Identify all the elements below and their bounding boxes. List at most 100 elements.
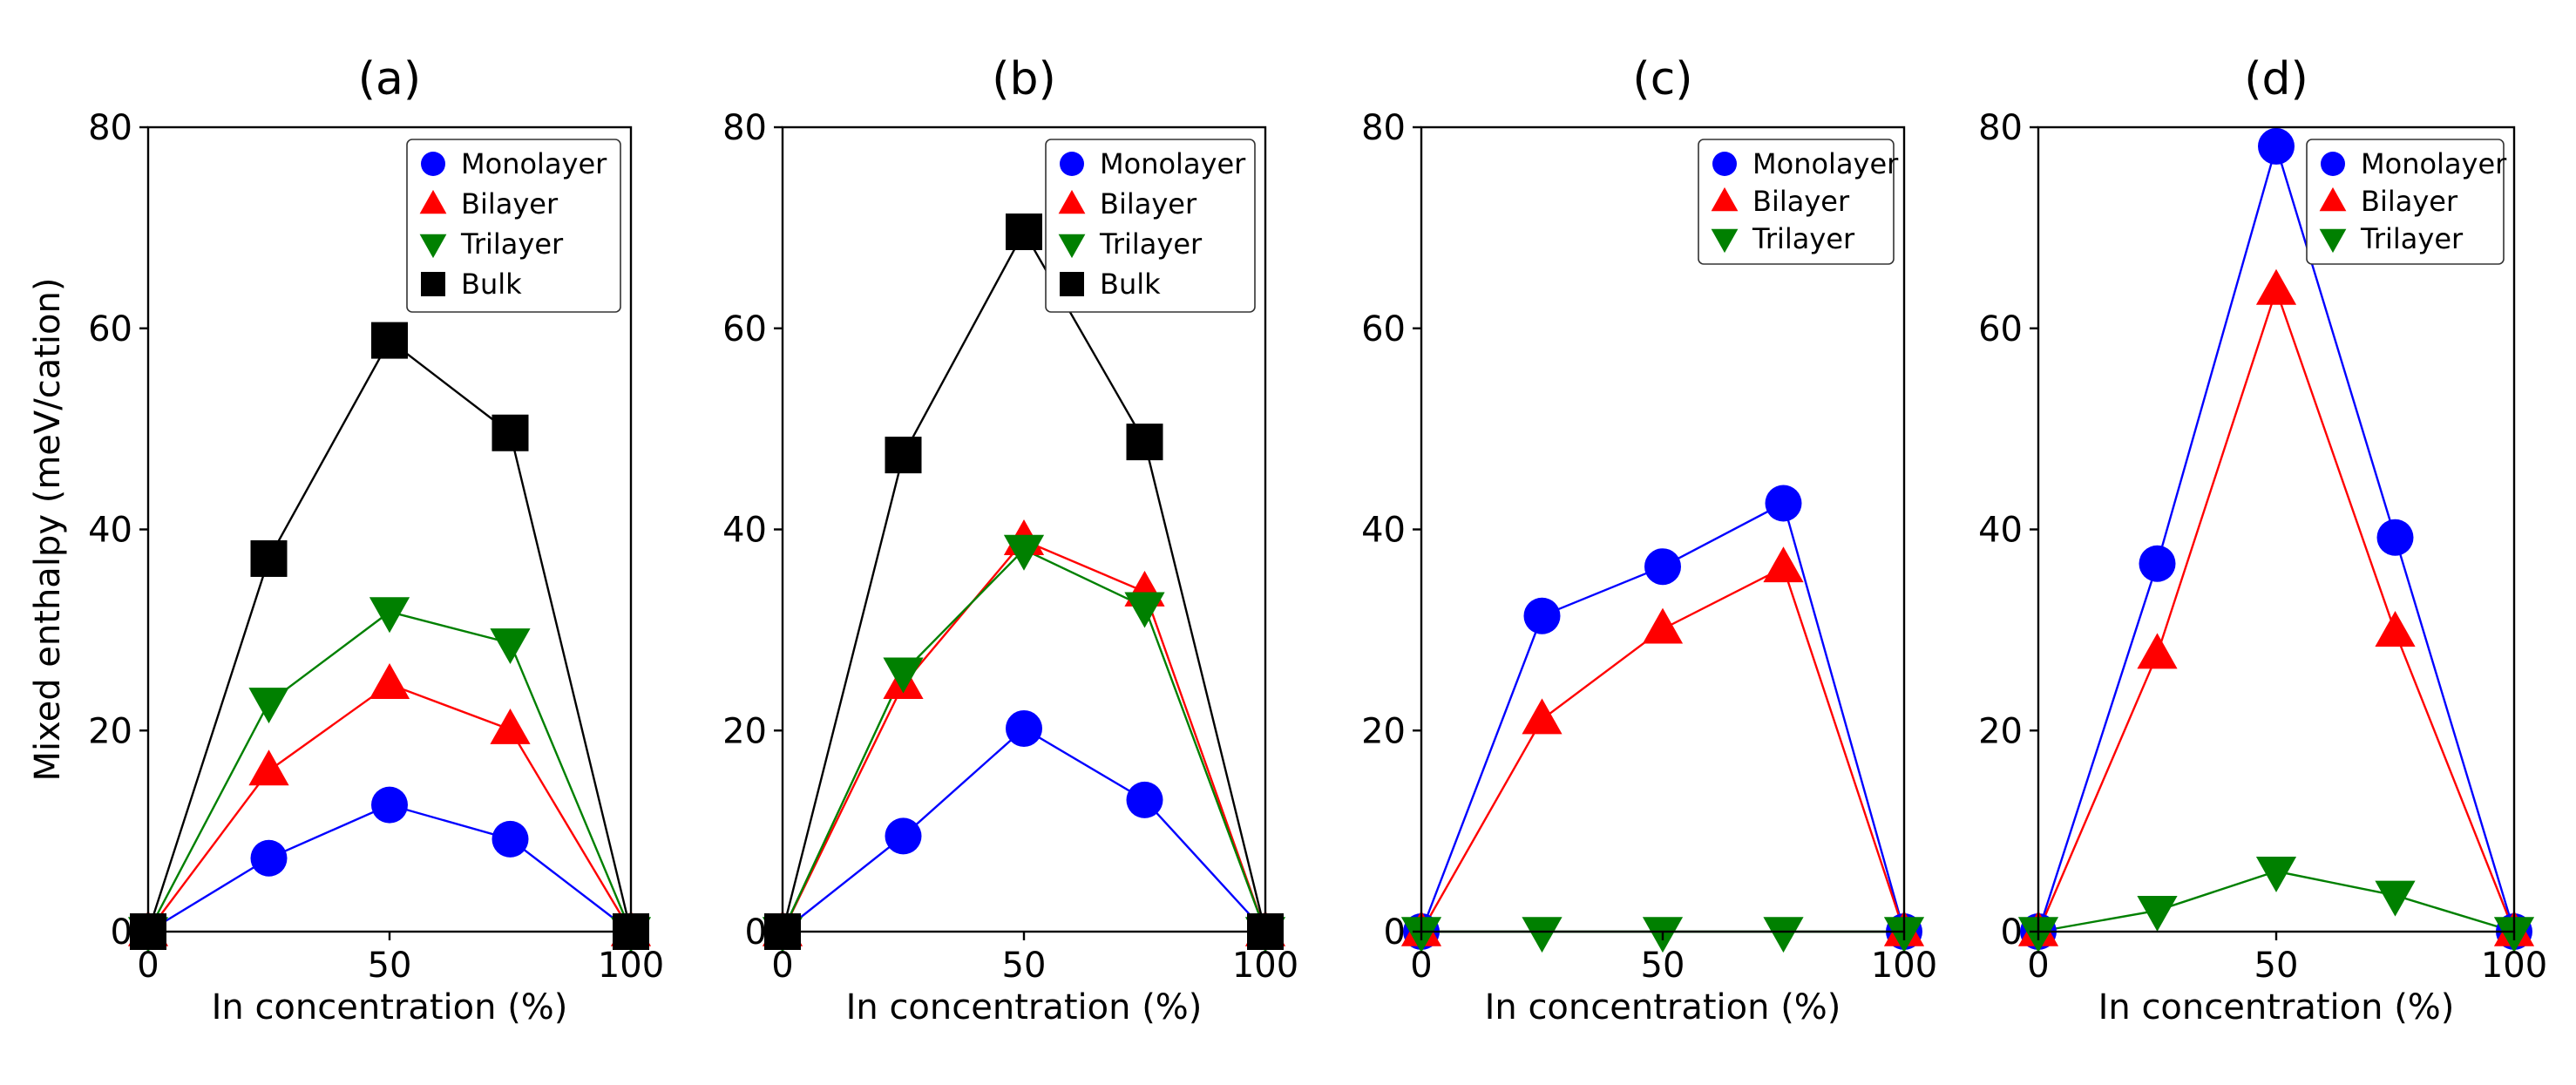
point-bulk-50	[1006, 213, 1042, 250]
y-tick-label: 0	[2001, 912, 2023, 953]
y-tick-label: 80	[88, 108, 132, 148]
legend-marker-bilayer	[419, 189, 447, 214]
legend-marker-trilayer	[419, 234, 447, 259]
x-tick-label: 0	[137, 946, 159, 986]
y-tick-label: 80	[1978, 108, 2023, 148]
y-tick-label: 40	[1978, 511, 2023, 551]
legend-label-bulk: Bulk	[461, 268, 522, 301]
y-tick-label: 40	[722, 511, 767, 551]
point-bilayer-75	[490, 708, 531, 744]
panel-title: (b)	[992, 53, 1056, 105]
x-axis-label: In concentration (%)	[212, 987, 568, 1027]
point-trilayer-75	[2375, 880, 2416, 917]
point-monolayer-25	[1523, 597, 1561, 634]
x-tick-label: 100	[598, 946, 664, 986]
series-line-trilayer	[146, 610, 633, 932]
point-monolayer-25	[885, 817, 922, 855]
x-tick-label: 50	[1641, 946, 1685, 986]
point-monolayer-50	[371, 786, 408, 824]
legend: Monolayer Bilayer Trilayer Bulk	[406, 139, 621, 313]
legend-marker-monolayer	[1060, 152, 1084, 176]
point-monolayer-50	[1006, 709, 1042, 747]
legend-marker-monolayer	[2321, 152, 2345, 176]
y-tick-label: 40	[1361, 511, 1406, 551]
point-trilayer-75	[490, 628, 531, 665]
point-bulk-50	[371, 322, 408, 359]
x-tick-label: 50	[1002, 946, 1047, 986]
y-tick-label: 20	[722, 711, 767, 751]
y-tick-label: 60	[1978, 309, 2023, 349]
point-trilayer-75	[1124, 592, 1165, 628]
y-tick-label: 20	[1361, 711, 1406, 751]
legend: Monolayer Bilayer Trilayer Bulk	[1045, 139, 1256, 313]
y-tick-label: 20	[88, 711, 132, 751]
series-line-bilayer	[2037, 287, 2516, 932]
legend-label-trilayer: Trilayer	[2360, 222, 2464, 255]
x-axis-label: In concentration (%)	[846, 987, 1203, 1027]
point-trilayer-25	[248, 688, 289, 724]
series-line-bulk	[146, 338, 633, 932]
point-bilayer-25	[2137, 633, 2178, 669]
legend-label-trilayer: Trilayer	[460, 227, 564, 261]
point-monolayer-50	[2258, 127, 2295, 165]
x-tick-label: 50	[368, 946, 412, 986]
legend-marker-trilayer	[2319, 228, 2347, 254]
legend-marker-bulk	[421, 272, 445, 296]
legend-box	[406, 139, 621, 313]
point-bilayer-75	[1763, 546, 1804, 583]
legend-box	[1045, 139, 1256, 313]
x-tick-label: 50	[2254, 946, 2299, 986]
legend-marker-bilayer	[1058, 189, 1086, 214]
panel-title: (d)	[2244, 53, 2308, 105]
legend-marker-bilayer	[1711, 186, 1739, 212]
point-monolayer-25	[2139, 545, 2176, 582]
point-bilayer-50	[2255, 268, 2297, 305]
legend-label-monolayer: Monolayer	[2361, 147, 2507, 180]
point-trilayer-25	[1522, 917, 1563, 953]
point-monolayer-75	[491, 820, 529, 858]
y-tick-label: 0	[1384, 912, 1406, 953]
x-axis-label: In concentration (%)	[1485, 987, 1841, 1027]
x-axis-label: In concentration (%)	[2098, 987, 2455, 1027]
point-monolayer-75	[1126, 781, 1163, 818]
legend-label-bulk: Bulk	[1100, 268, 1161, 301]
point-trilayer-75	[1763, 917, 1804, 953]
chart-panel-a: 0 20 40 60 80 0 50 100 (a) In concentration (%) Mi…	[28, 53, 664, 1027]
y-tick-label: 60	[722, 309, 767, 349]
point-bulk-75	[1126, 424, 1163, 461]
point-bilayer-25	[1522, 698, 1563, 735]
x-tick-label: 100	[1871, 946, 1937, 986]
y-tick-label: 60	[1361, 309, 1406, 349]
panel-title: (c)	[1632, 53, 1692, 105]
legend-label-bilayer: Bilayer	[461, 187, 559, 220]
series-line-monolayer	[782, 727, 1266, 932]
point-monolayer-75	[2376, 519, 2414, 556]
x-tick-label: 0	[1410, 946, 1432, 986]
legend: Monolayer Bilayer Trilayer	[1698, 139, 1899, 265]
y-tick-label: 40	[88, 511, 132, 551]
legend-marker-bulk	[1060, 272, 1084, 296]
x-tick-label: 0	[2027, 946, 2049, 986]
legend-marker-trilayer	[1711, 228, 1739, 254]
point-monolayer-25	[250, 839, 288, 877]
chart-panel-b: 0 20 40 60 80 0 50 100 (b) In concentration (%) Mo…	[722, 53, 1298, 1027]
x-tick-label: 100	[2481, 946, 2547, 986]
panel-title: (a)	[358, 53, 421, 105]
legend-marker-bilayer	[2319, 186, 2347, 212]
legend-marker-monolayer	[1712, 152, 1737, 176]
y-tick-label: 60	[88, 309, 132, 349]
x-tick-label: 100	[1232, 946, 1298, 986]
series-line-bulk	[781, 229, 1267, 932]
point-bilayer-50	[369, 663, 410, 699]
legend-label-bilayer: Bilayer	[1752, 185, 1850, 218]
legend-label-trilayer: Trilayer	[1099, 227, 1203, 261]
point-bulk-25	[250, 539, 288, 577]
y-axis-label: Mixed enthalpy (meV/cation)	[28, 278, 68, 782]
chart-panel-d: 0 20 40 60 80 0 50 100 (d) In concentration (%) Mo…	[1978, 53, 2547, 1027]
legend-label-monolayer: Monolayer	[1100, 147, 1246, 180]
y-tick-label: 80	[1361, 108, 1406, 148]
chart-panel-c: 0 20 40 60 80 0 50 100 (c) In concentration (%) Mo…	[1361, 53, 1937, 1027]
legend-label-bilayer: Bilayer	[2361, 185, 2458, 218]
point-trilayer-25	[883, 657, 924, 694]
